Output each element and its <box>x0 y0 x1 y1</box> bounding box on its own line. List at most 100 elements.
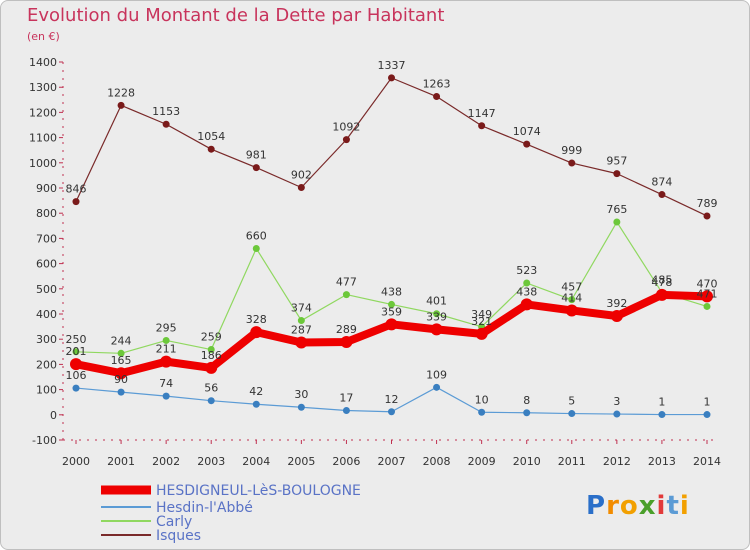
logo-letter: t <box>666 491 680 521</box>
proxiti-logo: Proxiti <box>586 491 690 521</box>
data-point <box>388 300 395 308</box>
series-2 <box>72 218 711 357</box>
y-tick-label: 0 <box>50 409 57 422</box>
y-tick-label: 700 <box>36 232 57 245</box>
data-label: 523 <box>516 264 537 277</box>
data-label: 902 <box>291 168 312 181</box>
data-label: 765 <box>606 203 627 216</box>
data-point <box>295 336 308 349</box>
data-label: 186 <box>201 349 222 362</box>
data-label: 12 <box>385 393 399 406</box>
data-label: 874 <box>651 176 672 189</box>
data-point <box>117 349 125 357</box>
data-point <box>162 336 170 344</box>
data-label: 1 <box>658 396 665 409</box>
data-point <box>388 74 395 82</box>
x-tick-label: 2013 <box>648 455 676 468</box>
x-tick-label: 2002 <box>152 455 180 468</box>
y-tick-label: -100 <box>32 434 57 447</box>
data-point <box>703 212 711 220</box>
data-point <box>297 317 305 325</box>
data-label: 165 <box>111 354 132 367</box>
logo-letter: o <box>619 491 639 521</box>
data-point <box>207 346 215 354</box>
data-label: 477 <box>336 276 357 289</box>
data-label: 259 <box>201 331 222 344</box>
chart-title: Evolution du Montant de la Dette par Hab… <box>27 5 445 26</box>
y-tick-label: 1400 <box>29 56 57 69</box>
x-tick-label: 2008 <box>423 455 451 468</box>
data-point <box>613 218 621 226</box>
data-point <box>342 291 350 299</box>
data-point <box>297 183 305 191</box>
data-label: 1092 <box>332 121 360 134</box>
series-3 <box>72 74 711 220</box>
y-tick-label: 100 <box>36 384 57 397</box>
data-point <box>523 409 531 417</box>
legend-label: HESDIGNEUL-LèS-BOULOGNE <box>156 483 361 499</box>
data-label: 414 <box>561 291 582 304</box>
logo-letter: r <box>606 491 620 521</box>
data-point <box>701 290 713 303</box>
x-tick-label: 2005 <box>287 455 315 468</box>
logo-letter: i <box>679 491 690 521</box>
data-label: 17 <box>339 392 353 405</box>
data-point <box>433 93 441 101</box>
data-label: 1054 <box>197 130 225 143</box>
data-point <box>342 136 350 144</box>
data-point <box>117 388 125 396</box>
data-label: 201 <box>66 345 87 358</box>
data-label: 10 <box>475 393 489 406</box>
data-label: 471 <box>697 287 718 300</box>
data-label: 74 <box>159 377 173 390</box>
data-point <box>523 140 531 148</box>
data-label: 8 <box>523 394 530 407</box>
data-point <box>160 355 173 368</box>
y-tick-label: 1300 <box>29 81 57 94</box>
series-1 <box>72 383 711 419</box>
data-point <box>613 170 621 178</box>
y-tick-label: 300 <box>36 333 57 346</box>
data-point <box>70 358 82 371</box>
y-tick-label: 1200 <box>29 106 57 119</box>
data-point <box>207 145 215 153</box>
data-point <box>703 411 711 419</box>
data-labels: 201 165 211 186 328 287 289 359 339 321 438 414 392 4… <box>66 59 718 409</box>
y-tick-label: 200 <box>36 358 57 371</box>
data-label: 56 <box>204 382 218 395</box>
data-point <box>478 408 486 416</box>
data-label: 359 <box>381 305 402 318</box>
data-label: 42 <box>249 385 263 398</box>
data-label: 295 <box>156 321 177 334</box>
data-label: 485 <box>651 274 672 287</box>
data-label: 470 <box>697 277 718 290</box>
data-point <box>250 326 263 339</box>
axes: -100 0 100 200 300 400 500 600 700 800 900 1000 1100… <box>29 56 721 468</box>
data-label: 981 <box>246 149 267 162</box>
y-tick-label: 500 <box>36 283 57 296</box>
data-point <box>72 384 80 392</box>
data-label: 244 <box>111 334 132 347</box>
data-point <box>613 410 621 418</box>
data-label: 109 <box>426 368 447 381</box>
data-point <box>610 310 623 323</box>
data-label: 90 <box>114 373 128 386</box>
legend-label: Hesdin-l'Abbé <box>156 500 253 516</box>
data-label: 289 <box>336 323 357 336</box>
data-point <box>115 367 128 380</box>
legend-label: Isques <box>156 528 201 544</box>
data-label: 374 <box>291 302 312 315</box>
y-tick-label: 600 <box>36 258 57 271</box>
logo-letter: P <box>586 491 607 521</box>
data-label: 1337 <box>378 59 406 72</box>
data-point <box>385 318 398 331</box>
series-line <box>75 77 708 217</box>
x-tick-label: 2007 <box>378 455 406 468</box>
data-point <box>72 348 80 356</box>
data-point <box>340 335 353 348</box>
y-tick-label: 1100 <box>29 132 57 145</box>
data-point <box>388 408 395 416</box>
data-label: 401 <box>426 295 447 308</box>
